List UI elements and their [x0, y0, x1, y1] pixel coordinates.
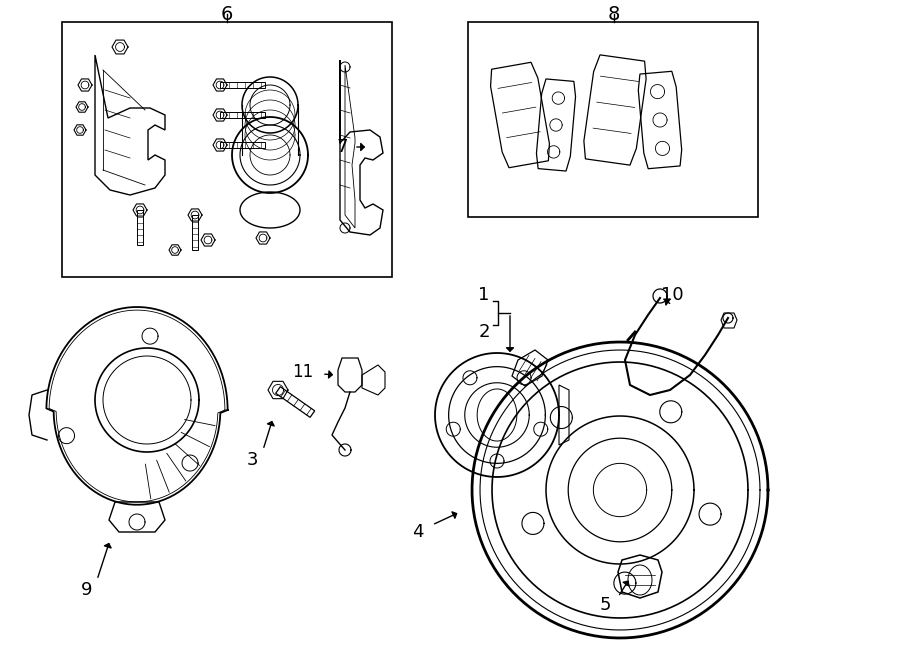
Bar	[468, 22, 758, 217]
Text: 11: 11	[292, 363, 313, 381]
Text: 10: 10	[661, 286, 683, 304]
Text: 7: 7	[337, 138, 347, 156]
Text: 2: 2	[478, 323, 490, 341]
Text: 5: 5	[599, 596, 611, 614]
Text: 6: 6	[220, 5, 233, 24]
Text: 8: 8	[608, 5, 620, 24]
Text: 3: 3	[247, 451, 257, 469]
Text: 4: 4	[412, 523, 424, 541]
Text: 1: 1	[478, 286, 490, 304]
Bar	[62, 22, 392, 277]
Text: 9: 9	[81, 581, 93, 599]
